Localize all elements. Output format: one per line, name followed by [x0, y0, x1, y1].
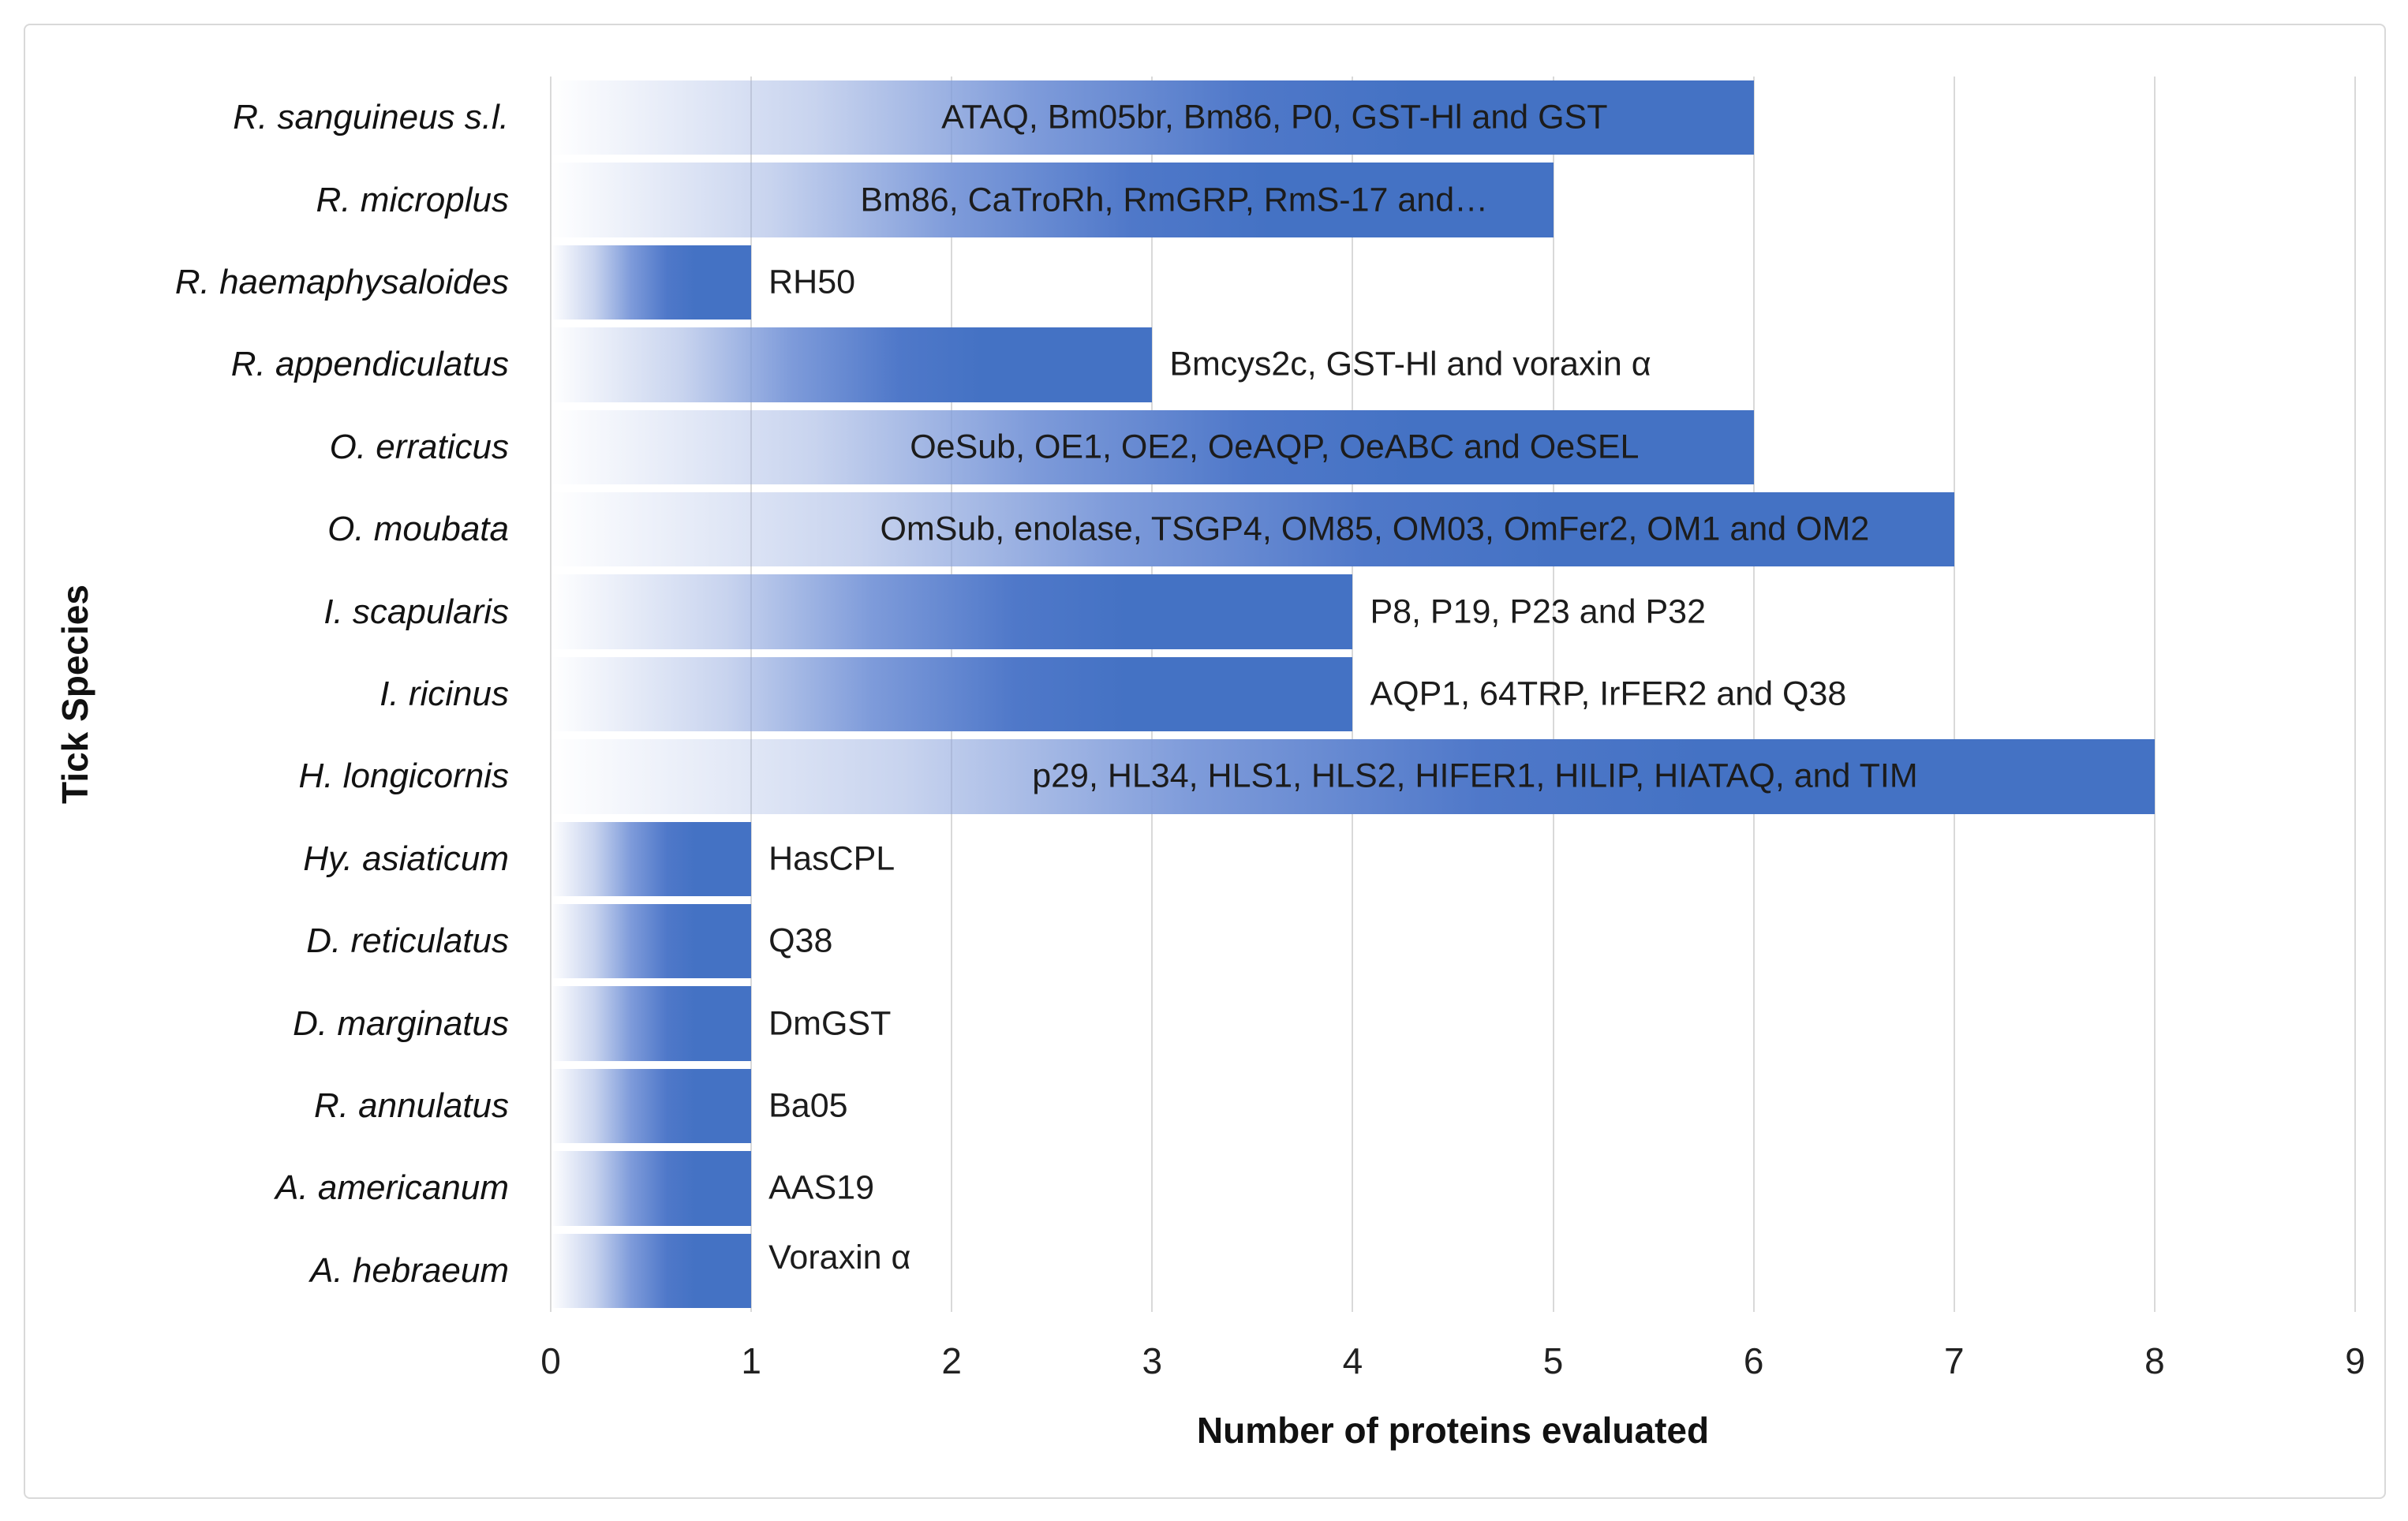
bar: [551, 904, 752, 979]
category-label: D. reticulatus: [306, 921, 509, 961]
x-axis-ticks: 0 1 2 3 4 5 6 7 8 9: [540, 1340, 2365, 1387]
bar: [551, 739, 2155, 814]
bar-label: HasCPL: [768, 839, 896, 878]
bar-row: DmGST: [551, 982, 2355, 1064]
gridline: [2354, 77, 2356, 1312]
bar-row: OeSub, OE1, OE2, OeAQP, OeABC and OeSEL: [551, 406, 2355, 488]
bar-row: RH50: [551, 241, 2355, 323]
x-tick-label: 1: [741, 1340, 761, 1381]
gridline: [2153, 77, 2156, 1312]
bar-label: Bmcys2c, GST-Hl and voraxin α: [1169, 345, 1651, 383]
bar-label: OeSub, OE1, OE2, OeAQP, OeABC and OeSEL: [910, 428, 1640, 466]
x-tick-label: 5: [1542, 1340, 1564, 1381]
category-label: R. haemaphysaloides: [174, 262, 509, 301]
x-tick-label: 4: [1342, 1340, 1363, 1381]
category-label: I. scapularis: [323, 592, 509, 631]
bar-row: AQP1, 64TRP, IrFER2 and Q38: [551, 653, 2355, 735]
category-label: A. hebraeum: [310, 1250, 509, 1290]
bar-row: AAS19: [551, 1147, 2355, 1229]
category-axis-labels: R. sanguineus s.l. R. microplus R. haemaph…: [24, 77, 509, 1312]
bar: [551, 821, 752, 896]
bar-row: Bm86, CaTroRh, RmGRP, RmS-17 and…: [551, 159, 2355, 241]
x-tick-label: 0: [540, 1340, 561, 1381]
bar-row: Voraxin α: [551, 1230, 2355, 1312]
bar: [551, 492, 1954, 567]
category-label: H. longicornis: [298, 757, 509, 796]
x-tick-label: 9: [2345, 1340, 2365, 1381]
bar-label: p29, HL34, HLS1, HLS2, HIFER1, HILIP, HI…: [1032, 757, 1918, 795]
bar-label: DmGST: [768, 1004, 892, 1043]
gridline: [1352, 77, 1354, 1312]
bar-label: AAS19: [768, 1168, 874, 1207]
bar-label: Voraxin α: [768, 1238, 911, 1276]
plot-area: ATAQ, Bm05br, Bm86, P0, GST-Hl and GST Bm…: [550, 77, 2356, 1312]
bar: [551, 986, 752, 1061]
category-label: O. erraticus: [329, 427, 509, 466]
bar-row: P8, P19, P23 and P32: [551, 570, 2355, 652]
x-axis-title: Number of proteins evaluated: [1196, 1410, 1710, 1451]
bar: [551, 163, 1554, 237]
category-label: I. ricinus: [380, 674, 509, 713]
bar: [551, 245, 752, 320]
bar: [551, 656, 1353, 732]
bar: [551, 574, 1353, 649]
category-label: R. microplus: [316, 180, 510, 219]
bar-label: Bm86, CaTroRh, RmGRP, RmS-17 and…: [860, 181, 1489, 219]
category-label: Hy. asiaticum: [303, 839, 509, 878]
bar: [551, 327, 1153, 402]
bar-label: ATAQ, Bm05br, Bm86, P0, GST-Hl and GST: [941, 98, 1608, 136]
x-tick-label: 2: [941, 1340, 963, 1381]
bar-label: Q38: [768, 921, 833, 960]
x-tick-label: 8: [2144, 1340, 2165, 1381]
bar: [551, 409, 1754, 484]
gridline: [1752, 77, 1755, 1312]
x-tick-label: 3: [1142, 1340, 1163, 1381]
gridline: [1953, 77, 1955, 1312]
bar-row: HasCPL: [551, 818, 2355, 900]
bar: [551, 1068, 752, 1144]
category-label: R. annulatus: [313, 1086, 509, 1125]
x-tick-label: 7: [1943, 1340, 1965, 1381]
x-tick-label: 6: [1743, 1340, 1764, 1381]
bar-row: Q38: [551, 900, 2355, 982]
bar-label: AQP1, 64TRP, IrFER2 and Q38: [1370, 675, 1847, 713]
category-label: R. sanguineus s.l.: [233, 98, 509, 137]
bar-row: Ba05: [551, 1065, 2355, 1147]
category-label: O. moubata: [327, 510, 509, 549]
category-label: A. americanum: [275, 1168, 509, 1208]
bar-label: Ba05: [768, 1086, 848, 1125]
bar: [551, 80, 1754, 155]
bar-row: p29, HL34, HLS1, HLS2, HIFER1, HILIP, HI…: [551, 735, 2355, 817]
category-label: R. appendiculatus: [230, 345, 509, 384]
bar-row: OmSub, enolase, TSGP4, OM85, OM03, OmFer…: [551, 488, 2355, 570]
bar-label: P8, P19, P23 and P32: [1370, 592, 1706, 631]
bar-row: Bmcys2c, GST-Hl and voraxin α: [551, 323, 2355, 405]
bar-row: ATAQ, Bm05br, Bm86, P0, GST-Hl and GST: [551, 77, 2355, 159]
gridline: [1552, 77, 1554, 1312]
bar-label: RH50: [768, 263, 856, 301]
category-label: D. marginatus: [293, 1003, 509, 1043]
bar-label: OmSub, enolase, TSGP4, OM85, OM03, OmFer…: [880, 510, 1870, 548]
bar: [551, 1233, 752, 1308]
bar: [551, 1151, 752, 1226]
